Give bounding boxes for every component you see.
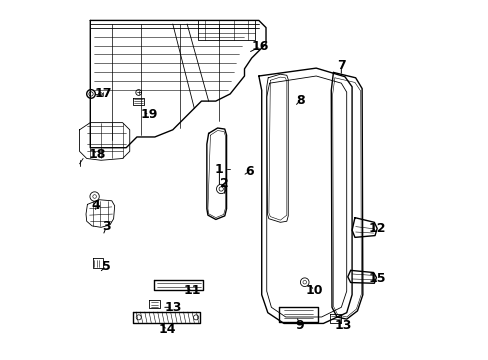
Text: 6: 6 (245, 165, 254, 177)
Text: 13: 13 (334, 319, 351, 332)
Text: 14: 14 (158, 323, 176, 336)
Text: 3: 3 (102, 220, 110, 233)
Text: 16: 16 (251, 40, 269, 53)
Text: 12: 12 (367, 222, 385, 235)
Text: 5: 5 (102, 260, 111, 273)
Text: 1: 1 (215, 163, 224, 176)
Text: 19: 19 (141, 108, 158, 121)
Text: 2: 2 (220, 177, 229, 190)
Text: 13: 13 (164, 301, 181, 314)
Text: 4: 4 (91, 199, 100, 212)
Text: 9: 9 (295, 319, 304, 332)
Text: 17: 17 (94, 87, 111, 100)
Text: 15: 15 (367, 272, 385, 285)
Text: 7: 7 (336, 59, 345, 72)
Text: 8: 8 (295, 94, 304, 107)
Text: 18: 18 (89, 148, 106, 161)
Text: 11: 11 (183, 284, 201, 297)
Text: 10: 10 (305, 284, 323, 297)
